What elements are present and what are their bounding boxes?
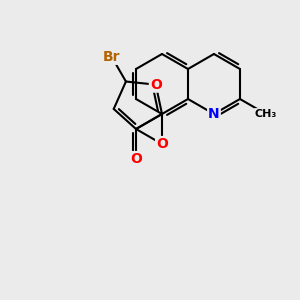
Text: CH₃: CH₃ xyxy=(255,109,277,119)
Text: O: O xyxy=(130,152,142,166)
Text: O: O xyxy=(150,78,162,92)
Text: N: N xyxy=(208,107,220,121)
Text: Br: Br xyxy=(103,50,120,64)
Text: O: O xyxy=(156,137,168,151)
